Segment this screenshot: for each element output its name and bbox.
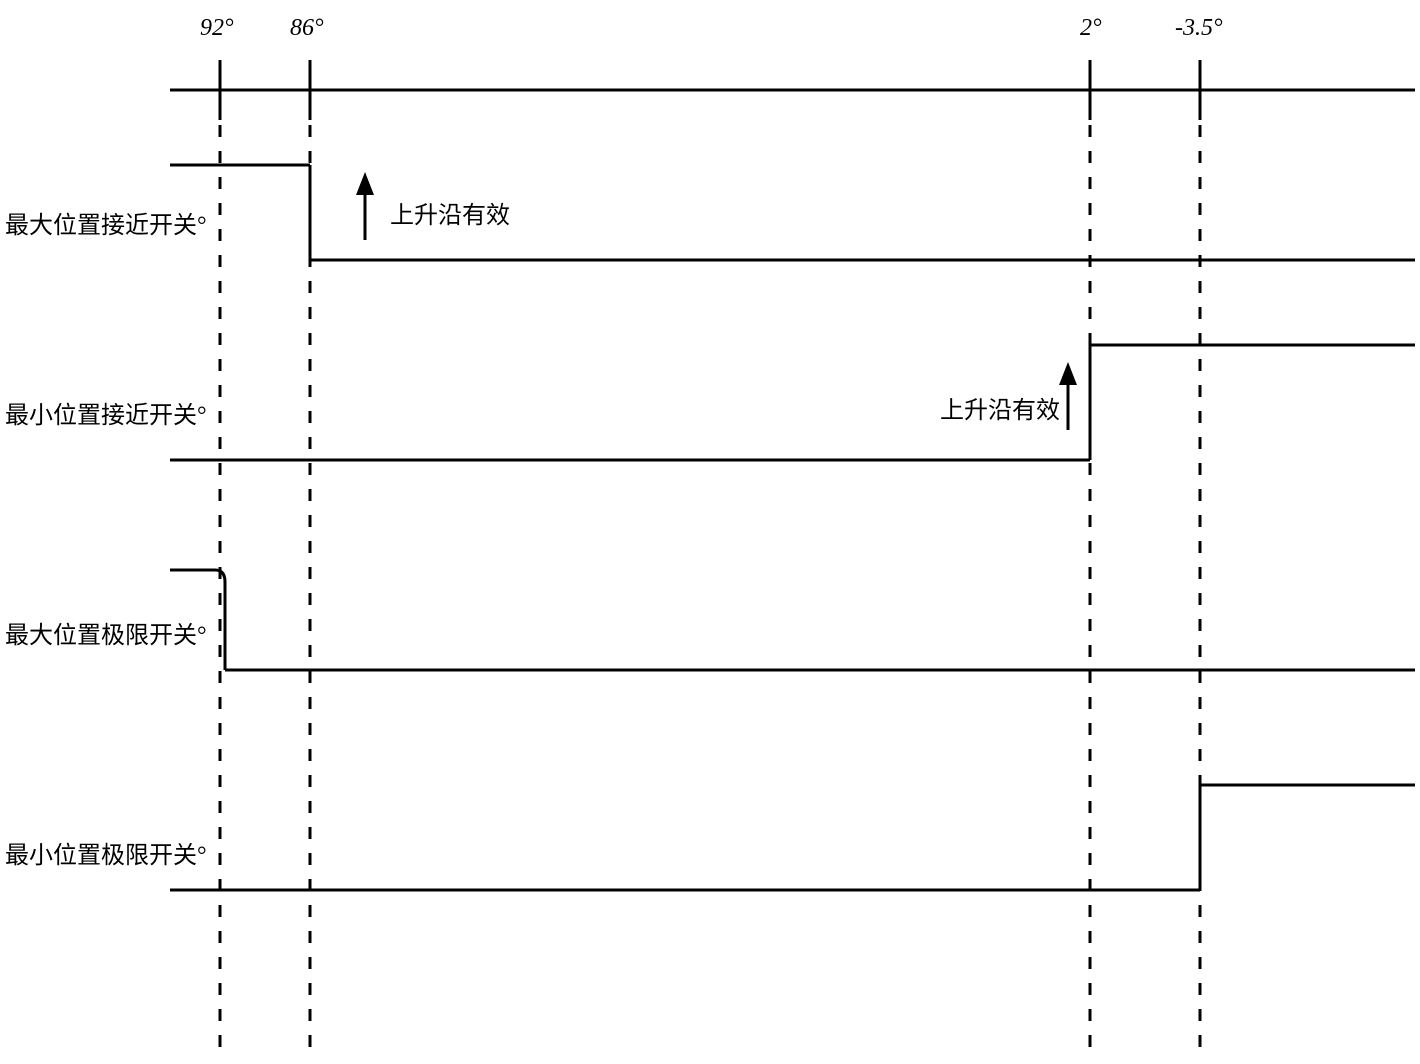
row1-arrow-head xyxy=(356,172,374,195)
timing-diagram-container: 92° 86° 2° -3.5° 最大位置接近开关° 最小位置接近开关° 最大位… xyxy=(0,0,1420,1064)
row2-arrow-head xyxy=(1059,362,1077,385)
timing-diagram-svg xyxy=(0,0,1420,1064)
